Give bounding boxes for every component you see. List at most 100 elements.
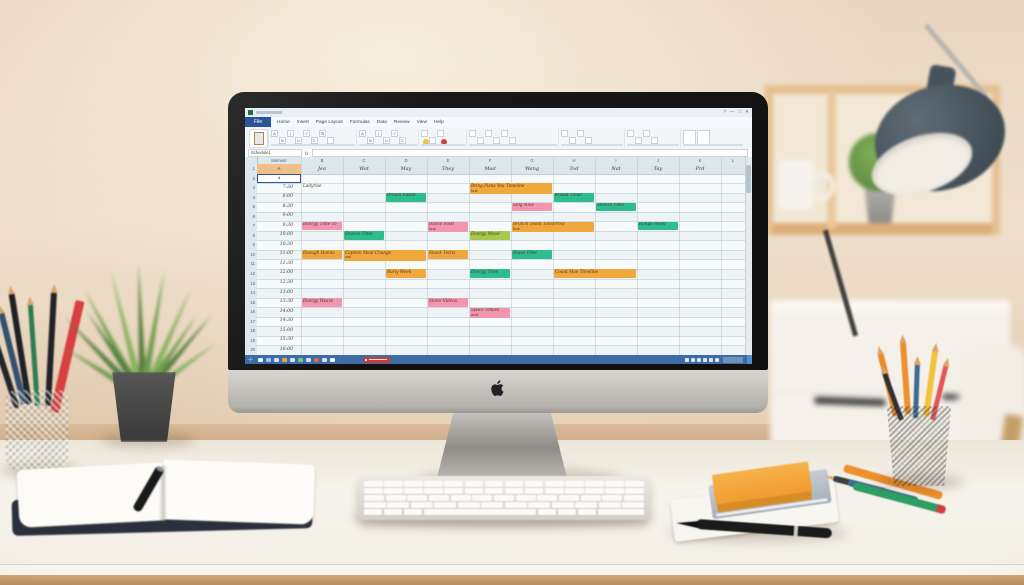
tab-view[interactable]: View — [416, 119, 427, 125]
column-letter-I[interactable]: I — [615, 158, 617, 163]
ribbon-icon[interactable] — [469, 130, 476, 137]
ribbon-icon[interactable] — [421, 130, 428, 137]
keyboard-key[interactable] — [457, 502, 480, 508]
keyboard-key[interactable] — [528, 502, 551, 508]
day-header-cell-4[interactable]: They — [441, 166, 455, 172]
window-control-3[interactable]: ✕ — [745, 109, 749, 114]
taskbar-icon-6[interactable] — [306, 357, 311, 362]
day-header-cell-10[interactable]: Prd — [695, 166, 705, 172]
window-control-2[interactable]: □ — [738, 109, 742, 114]
tray-icon-1[interactable] — [691, 358, 695, 362]
ribbon-icon[interactable] — [327, 137, 334, 144]
row-number-2[interactable]: 2 — [252, 175, 255, 181]
keyboard-key[interactable] — [444, 481, 463, 487]
time-cell-10:00[interactable]: 10:00 — [279, 232, 293, 238]
event-block[interactable]: Snore Videos — [427, 298, 468, 307]
row-number-9[interactable]: 9 — [252, 242, 255, 248]
event-block[interactable]: Energy Mood — [469, 231, 510, 240]
ribbon-icon[interactable] — [485, 130, 492, 137]
event-block[interactable]: Dream Sweet — [385, 192, 426, 202]
taskbar-red-badge[interactable] — [363, 356, 391, 363]
time-cell-8:00[interactable]: 8:00 — [282, 194, 293, 200]
row-number-12[interactable]: 12 — [250, 270, 255, 276]
day-header-cell-5[interactable]: Mad — [484, 166, 496, 172]
keyboard-key[interactable] — [623, 495, 644, 501]
column-letter-G[interactable]: G — [530, 158, 534, 163]
day-header-cell-1[interactable]: Jea — [318, 166, 326, 172]
column-letter-C[interactable]: C — [362, 158, 366, 163]
keyboard-key[interactable] — [515, 495, 536, 501]
time-cell-14:30[interactable]: 14:30 — [279, 318, 293, 324]
event-block[interactable]: Caption Meal Change cat — [343, 250, 426, 261]
tab-page-layout[interactable]: Page Layout — [315, 119, 343, 125]
tab-formulas[interactable]: Formulas — [349, 119, 370, 125]
time-cell-10:30[interactable]: 10:30 — [279, 241, 293, 247]
day-header-cell-2[interactable]: Wat — [359, 166, 369, 172]
tab-help[interactable]: Help — [433, 119, 444, 125]
tray-icon-2[interactable] — [697, 358, 701, 362]
taskbar-icon-3[interactable] — [282, 357, 287, 362]
taskbar-icon-8[interactable] — [322, 357, 327, 362]
tab-review[interactable]: Review — [393, 119, 410, 125]
windows-taskbar[interactable] — [245, 355, 752, 364]
taskbar-icon-2[interactable] — [274, 357, 279, 362]
keyboard-key[interactable] — [450, 495, 471, 501]
column-letter-K[interactable]: K — [698, 158, 702, 163]
keyboard-key[interactable] — [387, 502, 410, 508]
keyboard-key[interactable] — [580, 495, 601, 501]
event-block[interactable]: Erase Time — [511, 250, 552, 259]
time-cell-15:30[interactable]: 15:30 — [279, 337, 293, 343]
row-number-1[interactable]: 1 — [252, 166, 255, 171]
ribbon-icon[interactable]: B — [367, 137, 374, 144]
time-cell-15:00[interactable]: 15:00 — [279, 327, 293, 333]
keyboard-key[interactable] — [385, 495, 406, 501]
ribbon-icon[interactable]: B — [279, 137, 286, 144]
time-cell-11:30[interactable]: 11:30 — [279, 260, 293, 266]
cell-a1[interactable]: A — [257, 164, 301, 174]
fill-color-icon[interactable] — [423, 139, 429, 145]
keyboard-key[interactable] — [364, 502, 386, 508]
ribbon-icon[interactable] — [477, 137, 484, 144]
column-letter-J[interactable]: J — [656, 158, 660, 163]
keyboard-key[interactable] — [545, 481, 564, 487]
time-cell-12:30[interactable]: 12:30 — [279, 280, 293, 286]
taskbar-icon-7[interactable] — [314, 357, 319, 362]
scrollbar-thumb[interactable] — [746, 165, 751, 193]
keyboard-key[interactable] — [605, 488, 624, 494]
row-number-18[interactable]: 18 — [250, 328, 255, 334]
ribbon-icon[interactable] — [493, 137, 500, 144]
column-letter-E[interactable]: E — [446, 158, 450, 163]
event-block[interactable]: Snooze Time — [343, 231, 384, 240]
keyboard-key[interactable] — [464, 488, 484, 494]
keyboard-key[interactable] — [625, 481, 644, 487]
ribbon-icon[interactable]: A — [359, 130, 366, 137]
tab-data[interactable]: Data — [376, 119, 387, 125]
row-number-15[interactable]: 15 — [250, 299, 255, 305]
time-cell-12:00[interactable]: 12:00 — [279, 270, 293, 276]
ribbon-icon[interactable]: I — [287, 130, 294, 137]
ribbon-icon[interactable] — [697, 130, 710, 145]
keyboard-key[interactable] — [404, 488, 423, 494]
column-letter-L[interactable]: L — [731, 158, 735, 163]
keyboard-key[interactable] — [565, 488, 584, 494]
keyboard-key[interactable] — [384, 481, 403, 487]
keyboard-key[interactable] — [598, 502, 621, 508]
time-cell-7:30[interactable]: 7:30 — [282, 184, 293, 190]
ribbon-icon[interactable] — [569, 137, 576, 144]
keyboard-key-bottom[interactable] — [598, 509, 644, 515]
time-cell-9:00[interactable]: 9:00 — [282, 213, 293, 219]
day-header-cell-3[interactable]: May — [400, 166, 412, 172]
keyboard-key[interactable] — [364, 481, 383, 487]
event-block[interactable]: Brunch Swim Tomorrow law — [511, 221, 594, 233]
taskbar-icon-5[interactable] — [298, 357, 303, 362]
row-number-4[interactable]: 4 — [252, 194, 255, 200]
tab-home[interactable]: Home — [277, 119, 290, 125]
keyboard-key[interactable] — [484, 481, 504, 487]
event-block[interactable]: Sing Now — [511, 202, 552, 212]
keyboard-key[interactable] — [575, 502, 598, 508]
keyboard-key[interactable] — [410, 502, 433, 508]
keyboard-key[interactable] — [585, 488, 604, 494]
row-number-17[interactable]: 17 — [250, 318, 255, 324]
keyboard-key-bottom[interactable] — [364, 509, 382, 515]
window-control-1[interactable]: — — [730, 109, 735, 114]
